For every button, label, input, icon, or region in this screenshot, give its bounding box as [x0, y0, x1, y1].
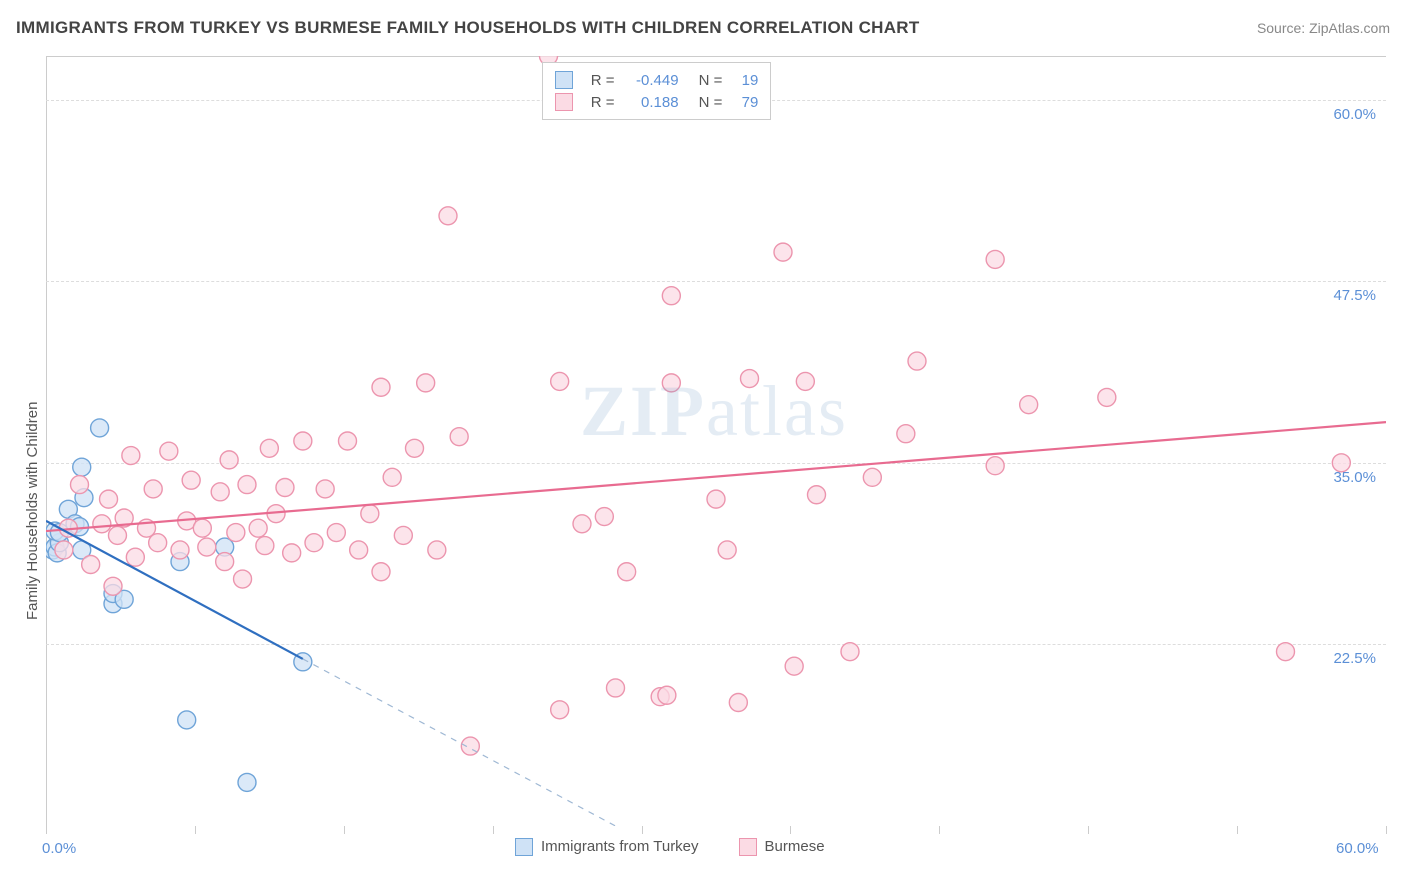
data-point: [73, 458, 91, 476]
data-point: [178, 711, 196, 729]
legend-swatch: [739, 838, 757, 856]
data-point: [863, 468, 881, 486]
data-point: [149, 534, 167, 552]
r-value: 0.188: [625, 94, 679, 111]
data-point: [908, 352, 926, 370]
data-point: [1332, 454, 1350, 472]
data-point: [283, 544, 301, 562]
data-point: [439, 207, 457, 225]
data-point: [741, 370, 759, 388]
data-point: [897, 425, 915, 443]
n-value: 19: [732, 72, 758, 89]
data-point: [227, 524, 245, 542]
legend-swatch: [515, 838, 533, 856]
data-point: [406, 439, 424, 457]
data-point: [573, 515, 591, 533]
data-point: [551, 701, 569, 719]
correlation-legend-row: R = 0.188 N = 79: [555, 91, 759, 113]
data-point: [551, 372, 569, 390]
data-point: [182, 471, 200, 489]
data-point: [93, 515, 111, 533]
data-point: [234, 570, 252, 588]
data-point: [361, 505, 379, 523]
data-point: [796, 372, 814, 390]
data-point: [276, 478, 294, 496]
data-point: [122, 447, 140, 465]
data-point: [305, 534, 323, 552]
data-point: [662, 374, 680, 392]
plot-svg: [0, 0, 1406, 892]
data-point: [394, 526, 412, 544]
data-point: [339, 432, 357, 450]
data-point: [808, 486, 826, 504]
n-label: N =: [699, 94, 723, 111]
data-point: [1020, 396, 1038, 414]
data-point: [417, 374, 435, 392]
data-point: [193, 519, 211, 537]
correlation-legend-row: R = -0.449 N = 19: [555, 69, 759, 91]
data-point: [372, 378, 390, 396]
data-point: [211, 483, 229, 501]
data-point: [383, 468, 401, 486]
data-point: [595, 508, 613, 526]
data-point: [144, 480, 162, 498]
data-point: [785, 657, 803, 675]
data-point: [220, 451, 238, 469]
data-point: [238, 773, 256, 791]
data-point: [662, 287, 680, 305]
r-label: R =: [591, 72, 615, 89]
series-legend: Immigrants from Turkey Burmese: [515, 838, 825, 856]
data-point: [55, 541, 73, 559]
data-point: [260, 439, 278, 457]
data-point: [71, 476, 89, 494]
data-point: [100, 490, 118, 508]
correlation-legend: R = -0.449 N = 19 R = 0.188 N = 79: [542, 62, 772, 120]
data-point: [350, 541, 368, 559]
data-point: [607, 679, 625, 697]
data-point: [1277, 643, 1295, 661]
data-point: [238, 476, 256, 494]
data-point: [327, 524, 345, 542]
data-point: [256, 537, 274, 555]
data-point: [104, 577, 122, 595]
data-point: [160, 442, 178, 460]
legend-swatch: [555, 71, 573, 89]
data-point: [1098, 388, 1116, 406]
data-point: [774, 243, 792, 261]
data-point: [372, 563, 390, 581]
data-point: [658, 686, 676, 704]
data-point: [986, 250, 1004, 268]
data-point: [618, 563, 636, 581]
data-point: [82, 555, 100, 573]
r-value: -0.449: [625, 72, 679, 89]
legend-label: Burmese: [765, 838, 825, 855]
data-point: [198, 538, 216, 556]
data-point: [91, 419, 109, 437]
data-point: [450, 428, 468, 446]
n-value: 79: [732, 94, 758, 111]
data-point: [316, 480, 334, 498]
data-point: [249, 519, 267, 537]
data-point: [718, 541, 736, 559]
data-point: [428, 541, 446, 559]
data-point: [707, 490, 725, 508]
r-label: R =: [591, 94, 615, 111]
data-point: [841, 643, 859, 661]
data-point: [171, 541, 189, 559]
data-point: [729, 694, 747, 712]
data-point: [126, 548, 144, 566]
data-point: [108, 526, 126, 544]
legend-label: Immigrants from Turkey: [541, 838, 699, 855]
n-label: N =: [699, 72, 723, 89]
legend-swatch: [555, 93, 573, 111]
data-point: [216, 553, 234, 571]
legend-item: Burmese: [739, 838, 825, 856]
data-point: [986, 457, 1004, 475]
legend-item: Immigrants from Turkey: [515, 838, 699, 856]
data-point: [294, 432, 312, 450]
trend-line-extrapolated: [303, 659, 616, 826]
